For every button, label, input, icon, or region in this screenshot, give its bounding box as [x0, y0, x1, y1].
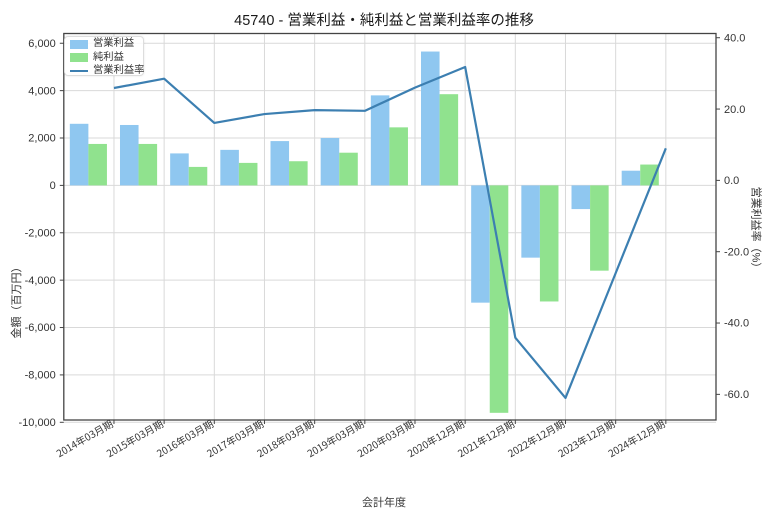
svg-text:-10,000: -10,000 — [18, 417, 55, 429]
svg-text:0.0: 0.0 — [724, 175, 739, 187]
svg-text:-4,000: -4,000 — [25, 275, 56, 287]
svg-text:20.0: 20.0 — [724, 104, 745, 116]
svg-text:-2,000: -2,000 — [25, 227, 56, 239]
svg-text:-60.0: -60.0 — [724, 389, 749, 401]
svg-text:-8,000: -8,000 — [25, 370, 56, 382]
svg-text:0: 0 — [50, 180, 56, 192]
svg-text:40.0: 40.0 — [724, 32, 745, 44]
svg-text:4,000: 4,000 — [28, 85, 56, 97]
svg-text:2,000: 2,000 — [28, 133, 56, 145]
svg-text:-40.0: -40.0 — [724, 318, 749, 330]
svg-text:6,000: 6,000 — [28, 38, 56, 50]
svg-text:-6,000: -6,000 — [25, 322, 56, 334]
